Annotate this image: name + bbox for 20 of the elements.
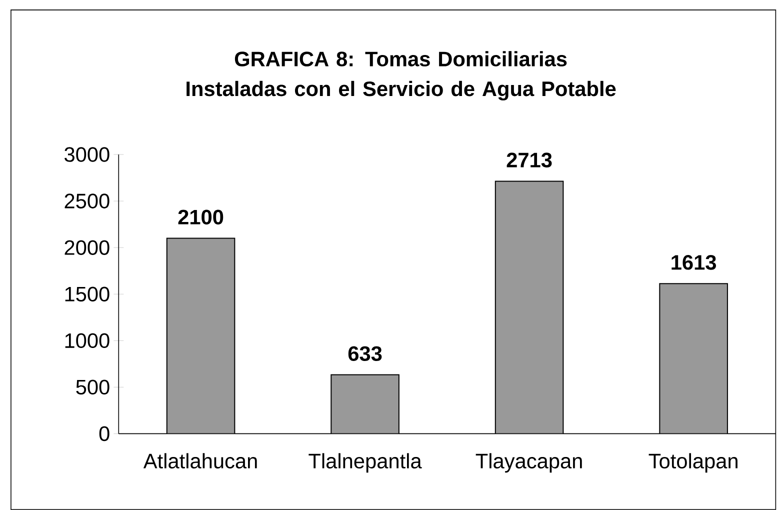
chart-title: GRAFICA 8: Tomas Domiciliarias Instaladas con el Servicio de Agua Potable: [186, 50, 616, 100]
y-tick-label: 500: [76, 380, 110, 394]
x-tick-label: Totolapan: [648, 452, 738, 472]
x-tick-label: Atlatlahucan: [143, 452, 257, 468]
y-tick-label: 2500: [64, 193, 110, 208]
bar: [659, 282, 728, 434]
x-tick-label: Tlayacapan: [476, 452, 582, 472]
x-tick-label: Tlalnepantla: [308, 452, 422, 472]
bar: [330, 374, 400, 434]
bar: [166, 238, 236, 434]
y-tick-label: 1500: [65, 286, 110, 302]
y-tick-label: 3000: [64, 146, 110, 162]
y-tick-label: 2000: [64, 240, 110, 255]
y-tick-label: 1000: [65, 333, 110, 348]
data-label: 2713: [506, 152, 552, 168]
data-label: 633: [348, 346, 382, 361]
data-label: 1613: [672, 254, 716, 270]
y-tick-label: 0: [99, 426, 110, 441]
bar: [494, 180, 564, 434]
data-label: 2100: [178, 209, 224, 224]
